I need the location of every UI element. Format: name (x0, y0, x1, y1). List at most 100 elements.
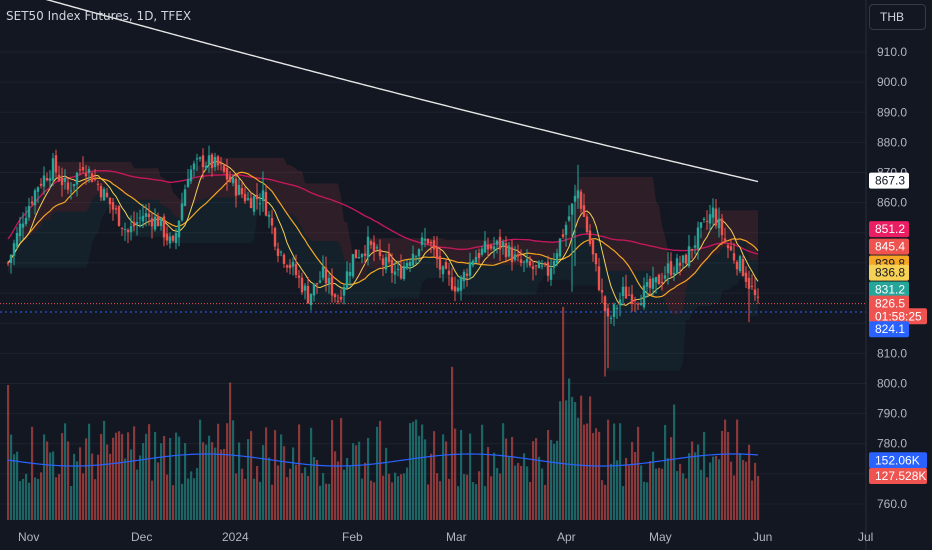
candle-body (387, 252, 391, 262)
candle-body (78, 169, 82, 171)
volume-bar (205, 444, 208, 520)
candle-body (513, 254, 517, 261)
candle-body (366, 236, 370, 258)
price-tag-bg (869, 281, 909, 298)
volume-bar (229, 382, 232, 520)
symbol-title[interactable]: SET50 Index Futures, 1D, TFEX (6, 9, 192, 23)
volume-bar (685, 478, 688, 520)
candle-body (741, 259, 745, 276)
volume-bar (511, 437, 514, 520)
candle-body (21, 223, 25, 228)
candle-body (183, 189, 187, 206)
time-tick-label: 2024 (222, 530, 249, 544)
candle-body (696, 227, 700, 249)
currency-button[interactable]: THB (869, 4, 926, 30)
volume-bar (619, 423, 622, 520)
candle-body (108, 197, 112, 205)
candle-body (606, 308, 610, 317)
volume-bar (661, 468, 664, 520)
candle-body (162, 216, 166, 238)
volume-bar (568, 378, 571, 520)
volume-bar (571, 396, 574, 520)
volume-bar (274, 430, 277, 520)
volume-bar (418, 435, 421, 520)
volume-bar (238, 442, 241, 520)
volume-bar (529, 481, 532, 520)
candle-body (273, 227, 277, 247)
price-tag-label: 831.2 (875, 282, 905, 296)
candle-body (633, 299, 637, 302)
volume-bar (28, 482, 31, 520)
candle-body (429, 241, 433, 244)
candle-body (150, 218, 154, 227)
time-axis[interactable]: Nov Dec 2024 Feb Mar Apr May Jun Jul (18, 530, 873, 544)
volume-bar (79, 447, 82, 520)
volume-bar (484, 486, 487, 520)
volume-bar (655, 468, 658, 520)
volume-bar (13, 454, 16, 520)
volume-bar (139, 455, 142, 520)
volume-bar (328, 483, 331, 520)
candle-body (471, 260, 475, 266)
candle-body (591, 240, 595, 255)
volume-bar (601, 480, 604, 520)
candle-body (534, 265, 538, 267)
candle-body (93, 179, 97, 181)
volume-bar (613, 423, 616, 520)
volume-bar (631, 441, 634, 520)
volume-bar (517, 463, 520, 520)
volume-bar (19, 481, 22, 520)
candle-body (615, 307, 619, 309)
volume-bar (391, 482, 394, 520)
volume-bar (682, 473, 685, 520)
candle-body (414, 256, 418, 258)
candle-body (426, 238, 430, 244)
volume-bar (496, 468, 499, 520)
volume-bar (82, 473, 85, 520)
candle-body (603, 296, 607, 312)
candle-body (405, 263, 409, 269)
volume-bar (697, 444, 700, 520)
candle-body (462, 271, 466, 282)
volume-bar (361, 478, 364, 520)
candle-body (444, 261, 448, 269)
candle-body (195, 158, 199, 160)
volume-bar (295, 464, 298, 520)
volume-bar (415, 419, 418, 520)
price-tags: 867.3851.2845.4839.8836.8831.2826.501:58… (869, 172, 927, 484)
candle-body (531, 266, 535, 270)
candle-body (177, 220, 181, 238)
volume-bar (403, 473, 406, 520)
volume-bar (439, 481, 442, 520)
candle-body (582, 205, 586, 217)
candle-body (276, 248, 280, 256)
candle-body (63, 178, 67, 182)
volume-bar (679, 463, 682, 520)
candle-body (519, 259, 523, 263)
volume-bar (493, 452, 496, 520)
candle-body (498, 236, 502, 250)
candle-body (345, 271, 349, 288)
candle-body (609, 317, 613, 319)
volume-bar (91, 453, 94, 520)
volume-bar (379, 420, 382, 520)
volume-bar (268, 457, 271, 520)
candle-body (543, 263, 547, 265)
candle-body (27, 205, 31, 218)
candle-body (399, 266, 403, 279)
volume-bar (304, 467, 307, 520)
candle-body (75, 172, 79, 185)
volume-bar (598, 431, 601, 520)
candle-body (516, 254, 520, 257)
volume-bar (523, 453, 526, 520)
volume-bar (574, 402, 577, 520)
volume-bar (430, 453, 433, 520)
volume-bar (421, 424, 424, 520)
volume-bar (190, 471, 193, 520)
volume-bar (301, 473, 304, 520)
time-tick-label: Nov (18, 530, 39, 544)
candle-body (246, 198, 250, 200)
candle-body (51, 158, 55, 180)
candle-body (690, 248, 694, 251)
